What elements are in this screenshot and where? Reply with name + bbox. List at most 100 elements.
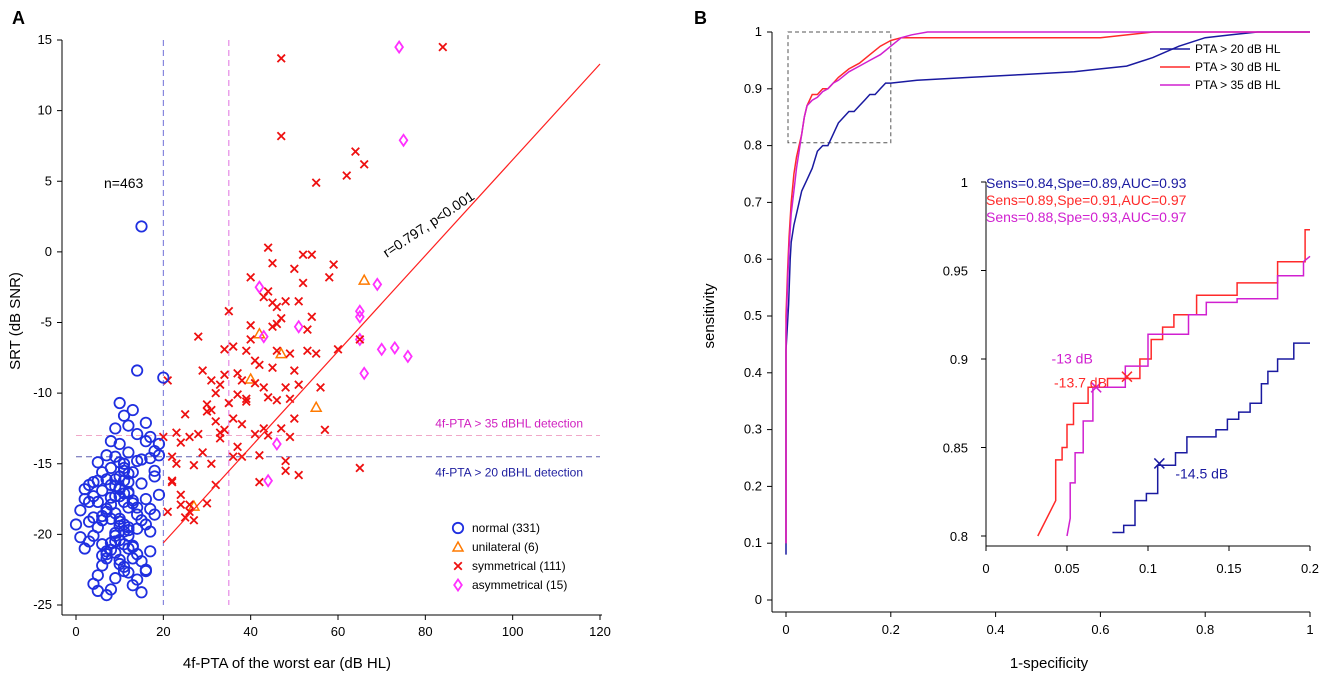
symmetrical-point bbox=[285, 432, 295, 442]
normal-point bbox=[135, 453, 148, 466]
x-tick-label: 0.6 bbox=[1091, 622, 1109, 637]
symmetrical-point bbox=[241, 346, 251, 356]
normal-point bbox=[109, 422, 122, 435]
normal-point bbox=[148, 470, 161, 483]
symmetrical-point bbox=[263, 243, 273, 253]
unilateral-point bbox=[244, 372, 257, 384]
normal-point bbox=[109, 572, 122, 585]
legend-label: symmetrical (111) bbox=[472, 559, 566, 573]
normal-point bbox=[113, 481, 126, 494]
symmetrical-point bbox=[180, 512, 190, 522]
panel-a-letter: A bbox=[12, 8, 25, 28]
asymmetrical-point bbox=[398, 133, 409, 148]
symmetrical-point bbox=[233, 368, 243, 378]
normal-point bbox=[113, 515, 126, 528]
normal-point bbox=[100, 449, 113, 462]
normal-point bbox=[87, 490, 100, 503]
inset-roc-curve bbox=[1112, 342, 1310, 534]
symmetrical-point bbox=[438, 42, 448, 52]
normal-point bbox=[131, 364, 144, 377]
normal-point bbox=[152, 437, 166, 451]
normal-point bbox=[91, 474, 104, 487]
symmetrical-point bbox=[302, 325, 312, 334]
y-tick-label: 0.7 bbox=[744, 194, 762, 209]
symmetrical-point bbox=[298, 250, 308, 260]
normal-point bbox=[69, 518, 83, 531]
inset-x-tick-label: 0.15 bbox=[1216, 561, 1241, 576]
symmetrical-point bbox=[198, 366, 208, 375]
symmetrical-point bbox=[268, 322, 277, 332]
normal-point bbox=[96, 514, 109, 527]
symmetrical-point bbox=[211, 388, 221, 398]
symmetrical-point bbox=[355, 335, 365, 344]
symmetrical-point bbox=[176, 490, 186, 500]
inset-y-tick-label: 1 bbox=[961, 175, 968, 190]
symmetrical-point bbox=[259, 383, 269, 392]
y-tick-label: 0.9 bbox=[744, 81, 762, 96]
symmetrical-point bbox=[250, 429, 260, 439]
symmetrical-point bbox=[276, 131, 286, 141]
normal-point bbox=[78, 542, 91, 555]
inset-roc-curve bbox=[1037, 229, 1310, 537]
symmetrical-point bbox=[289, 414, 299, 423]
x-tick-label: 60 bbox=[331, 624, 345, 639]
symmetrical-point bbox=[237, 375, 247, 385]
cutoff-marker bbox=[1090, 381, 1102, 393]
normal-point bbox=[91, 456, 104, 469]
inset-chart: 0 0.05 0.1 0.15 0.2 0.8 0.85 0.9 0.95 1 Sens=0.84,… bbox=[943, 175, 1319, 576]
x-tick-label: 80 bbox=[418, 624, 432, 639]
normal-point bbox=[113, 437, 126, 451]
roc-curve bbox=[785, 31, 1310, 544]
normal-point bbox=[74, 531, 87, 544]
normal-point bbox=[104, 491, 118, 504]
symmetrical-point bbox=[285, 349, 295, 359]
symmetrical-point bbox=[320, 425, 330, 435]
normal-point bbox=[122, 542, 135, 555]
normal-point bbox=[122, 501, 135, 514]
normal-point bbox=[109, 546, 122, 559]
asymmetrical-point bbox=[376, 342, 387, 357]
data-points bbox=[69, 39, 448, 602]
symmetrical-point bbox=[167, 452, 177, 462]
y-tick-label: 10 bbox=[38, 103, 52, 118]
x-tick-label: 0.8 bbox=[1196, 622, 1214, 637]
symmetrical-point bbox=[254, 477, 264, 487]
asymmetrical-point bbox=[354, 309, 365, 324]
normal-point bbox=[144, 525, 157, 538]
asymmetrical-point bbox=[372, 277, 383, 292]
inset-y-tick-label: 0.85 bbox=[943, 441, 968, 456]
unilateral-point bbox=[357, 273, 371, 285]
legend-label: PTA > 35 dB HL bbox=[1195, 78, 1281, 92]
symmetrical-point bbox=[311, 349, 321, 359]
symmetrical-point bbox=[342, 171, 352, 181]
x-tick-label: 20 bbox=[156, 624, 170, 639]
normal-point bbox=[131, 573, 144, 586]
symmetrical-point bbox=[180, 409, 190, 419]
symmetrical-point bbox=[211, 416, 221, 426]
normal-point bbox=[135, 477, 148, 490]
asymmetrical-point bbox=[359, 366, 370, 381]
y-tick-label: -5 bbox=[40, 315, 52, 330]
normal-point bbox=[117, 409, 131, 422]
n-annotation: n=463 bbox=[104, 175, 144, 191]
symmetrical-point bbox=[281, 296, 291, 306]
reference-lines bbox=[76, 40, 600, 605]
y-tick-label: 0.1 bbox=[744, 535, 762, 550]
detection-20-label: 4f-PTA > 20 dBHL detection bbox=[435, 466, 583, 480]
y-tick-label: -15 bbox=[33, 456, 52, 471]
symmetrical-point bbox=[206, 459, 216, 469]
legend-label: unilateral (6) bbox=[472, 540, 539, 554]
symmetrical-point bbox=[215, 428, 225, 438]
y-tick-label: -10 bbox=[33, 385, 52, 400]
y-tick-label: 0.5 bbox=[744, 308, 762, 323]
symmetrical-point bbox=[316, 383, 325, 392]
symmetrical-point bbox=[263, 431, 273, 440]
normal-point bbox=[91, 584, 104, 597]
symmetrical-point bbox=[272, 395, 282, 405]
normal-point bbox=[117, 464, 131, 477]
symmetrical-point bbox=[281, 456, 291, 466]
normal-point bbox=[117, 564, 131, 578]
normal-point bbox=[131, 427, 144, 441]
x-tick-label: 100 bbox=[502, 624, 524, 639]
inset-x-tick-label: 0.05 bbox=[1054, 561, 1079, 576]
